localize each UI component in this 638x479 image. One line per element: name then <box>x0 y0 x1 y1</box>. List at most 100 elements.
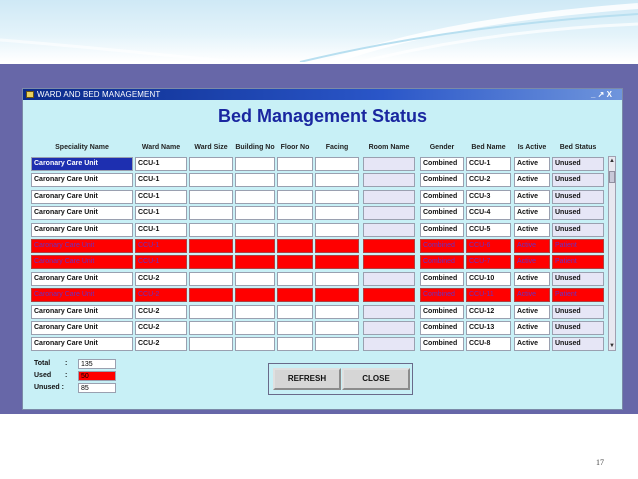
cell-empty[interactable] <box>189 304 233 319</box>
cell-gender[interactable]: Combined <box>420 222 464 237</box>
cell-empty[interactable] <box>363 288 415 303</box>
cell-empty[interactable] <box>189 337 233 352</box>
cell-active[interactable]: Active <box>514 288 550 303</box>
cell-empty[interactable] <box>315 157 359 171</box>
cell-empty[interactable] <box>363 239 415 253</box>
cell-status[interactable]: Patient <box>552 239 604 253</box>
cell-empty[interactable] <box>315 337 359 352</box>
cell-ward[interactable]: CCU-2 <box>135 288 187 303</box>
scroll-down-arrow-icon[interactable]: ▼ <box>609 343 615 349</box>
cell-speciality[interactable]: Caronary Care Unit <box>31 206 133 221</box>
cell-empty[interactable] <box>363 189 415 204</box>
cell-empty[interactable] <box>189 271 233 286</box>
cell-empty[interactable] <box>189 206 233 221</box>
cell-ward[interactable]: CCU-2 <box>135 271 187 286</box>
cell-gender[interactable]: Combined <box>420 321 464 335</box>
cell-bed[interactable]: CCU-1 <box>466 157 511 171</box>
cell-empty[interactable] <box>363 157 415 171</box>
window-controls[interactable]: _ ↗ X <box>591 90 612 99</box>
cell-status[interactable]: Unused <box>552 321 604 335</box>
cell-status[interactable]: Unused <box>552 157 604 171</box>
cell-bed[interactable]: CCU-12 <box>466 304 511 319</box>
cell-ward[interactable]: CCU-1 <box>135 255 187 270</box>
cell-bed[interactable]: CCU-8 <box>466 337 511 352</box>
cell-active[interactable]: Active <box>514 255 550 270</box>
cell-gender[interactable]: Combined <box>420 288 464 303</box>
cell-empty[interactable] <box>277 239 313 253</box>
cell-empty[interactable] <box>277 173 313 188</box>
cell-speciality[interactable]: Caronary Care Unit <box>31 288 133 303</box>
cell-empty[interactable] <box>189 255 233 270</box>
cell-empty[interactable] <box>235 222 275 237</box>
cell-status[interactable]: Unused <box>552 173 604 188</box>
cell-active[interactable]: Active <box>514 206 550 221</box>
cell-empty[interactable] <box>315 206 359 221</box>
cell-speciality[interactable]: Caronary Care Unit <box>31 304 133 319</box>
cell-gender[interactable]: Combined <box>420 189 464 204</box>
cell-speciality[interactable]: Caronary Care Unit <box>31 189 133 204</box>
cell-empty[interactable] <box>235 337 275 352</box>
cell-status[interactable]: Patient <box>552 288 604 303</box>
cell-empty[interactable] <box>235 304 275 319</box>
cell-gender[interactable]: Combined <box>420 304 464 319</box>
cell-empty[interactable] <box>277 222 313 237</box>
cell-bed[interactable]: CCU-11 <box>466 288 511 303</box>
cell-empty[interactable] <box>189 157 233 171</box>
cell-ward[interactable]: CCU-2 <box>135 321 187 335</box>
cell-ward[interactable]: CCU-1 <box>135 222 187 237</box>
cell-empty[interactable] <box>315 189 359 204</box>
cell-empty[interactable] <box>189 239 233 253</box>
cell-ward[interactable]: CCU-2 <box>135 304 187 319</box>
cell-bed[interactable]: CCU-7 <box>466 255 511 270</box>
vertical-scrollbar[interactable]: ▲ ▼ <box>608 156 616 351</box>
cell-gender[interactable]: Combined <box>420 271 464 286</box>
close-button[interactable]: CLOSE <box>342 368 410 390</box>
cell-status[interactable]: Unused <box>552 206 604 221</box>
cell-empty[interactable] <box>277 304 313 319</box>
cell-bed[interactable]: CCU-3 <box>466 189 511 204</box>
cell-active[interactable]: Active <box>514 239 550 253</box>
cell-active[interactable]: Active <box>514 222 550 237</box>
cell-gender[interactable]: Combined <box>420 239 464 253</box>
refresh-button[interactable]: REFRESH <box>273 368 341 390</box>
cell-empty[interactable] <box>277 189 313 204</box>
cell-status[interactable]: Unused <box>552 222 604 237</box>
cell-speciality[interactable]: Caronary Care Unit <box>31 255 133 270</box>
cell-active[interactable]: Active <box>514 157 550 171</box>
cell-empty[interactable] <box>363 337 415 352</box>
cell-empty[interactable] <box>315 173 359 188</box>
cell-ward[interactable]: CCU-1 <box>135 157 187 171</box>
cell-active[interactable]: Active <box>514 189 550 204</box>
cell-empty[interactable] <box>363 321 415 335</box>
cell-empty[interactable] <box>189 321 233 335</box>
cell-empty[interactable] <box>189 222 233 237</box>
cell-speciality[interactable]: Caronary Care Unit <box>31 321 133 335</box>
cell-status[interactable]: Unused <box>552 337 604 352</box>
cell-empty[interactable] <box>363 271 415 286</box>
cell-status[interactable]: Unused <box>552 304 604 319</box>
cell-empty[interactable] <box>277 271 313 286</box>
cell-empty[interactable] <box>363 222 415 237</box>
cell-empty[interactable] <box>315 288 359 303</box>
cell-active[interactable]: Active <box>514 304 550 319</box>
cell-empty[interactable] <box>235 255 275 270</box>
scroll-up-arrow-icon[interactable]: ▲ <box>609 158 615 164</box>
cell-empty[interactable] <box>235 157 275 171</box>
cell-ward[interactable]: CCU-1 <box>135 206 187 221</box>
cell-gender[interactable]: Combined <box>420 173 464 188</box>
cell-status[interactable]: Unused <box>552 189 604 204</box>
cell-empty[interactable] <box>363 206 415 221</box>
scroll-thumb[interactable] <box>609 171 615 183</box>
cell-status[interactable]: Unused <box>552 271 604 286</box>
cell-gender[interactable]: Combined <box>420 157 464 171</box>
cell-speciality[interactable]: Caronary Care Unit <box>31 157 133 171</box>
cell-empty[interactable] <box>315 239 359 253</box>
cell-speciality[interactable]: Caronary Care Unit <box>31 222 133 237</box>
cell-empty[interactable] <box>235 239 275 253</box>
cell-active[interactable]: Active <box>514 321 550 335</box>
cell-ward[interactable]: CCU-1 <box>135 173 187 188</box>
cell-active[interactable]: Active <box>514 271 550 286</box>
cell-empty[interactable] <box>189 288 233 303</box>
cell-bed[interactable]: CCU-6 <box>466 239 511 253</box>
cell-empty[interactable] <box>363 304 415 319</box>
